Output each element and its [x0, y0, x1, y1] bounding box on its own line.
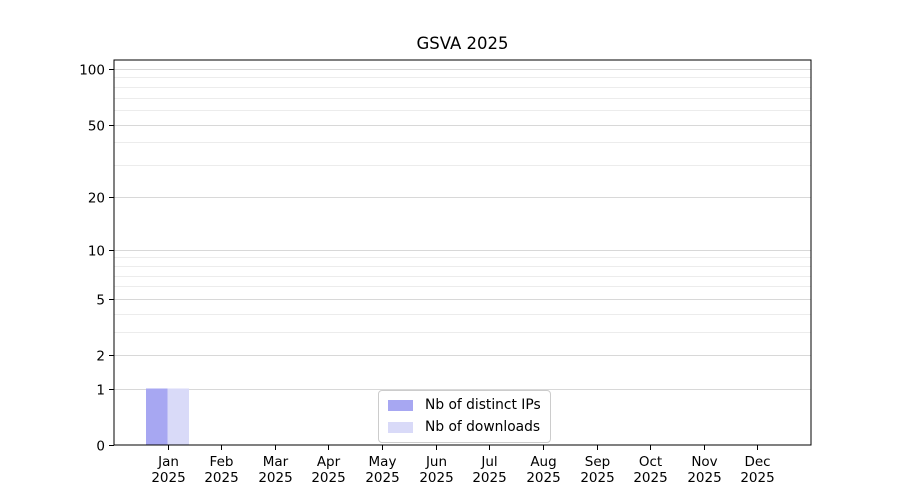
x-tick-label-year: 2025	[687, 470, 721, 486]
x-tick-label-month: Dec	[744, 454, 770, 470]
y-tick-label: 2	[96, 348, 105, 364]
y-tick-label: 20	[88, 190, 105, 206]
x-tick-label-year: 2025	[740, 470, 774, 486]
y-tick-label: 0	[96, 438, 105, 454]
x-tick-label-year: 2025	[365, 470, 399, 486]
x-tick-label-month: Aug	[530, 454, 556, 470]
x-tick-label-month: Nov	[691, 454, 717, 470]
legend-item-distinct-ips: Nb of distinct IPs	[388, 397, 541, 414]
x-tick-label-year: 2025	[580, 470, 614, 486]
x-tick-label-month: Apr	[317, 454, 341, 470]
x-tick-label-year: 2025	[311, 470, 345, 486]
bar-nb-of-distinct-ips	[146, 388, 168, 445]
y-tick-label: 50	[88, 118, 105, 134]
x-tick-label-year: 2025	[258, 470, 292, 486]
bar-nb-of-downloads	[167, 388, 190, 445]
legend-swatch-distinct-ips	[388, 400, 413, 411]
x-tick-label-month: May	[369, 454, 397, 470]
x-tick-label-month: Jan	[157, 454, 179, 470]
legend-label-downloads: Nb of downloads	[425, 419, 541, 435]
y-tick-label: 5	[96, 292, 105, 308]
x-tick-label-year: 2025	[633, 470, 667, 486]
x-tick-label-year: 2025	[204, 470, 238, 486]
x-tick-label-year: 2025	[526, 470, 560, 486]
legend-label-distinct-ips: Nb of distinct IPs	[425, 397, 541, 413]
legend-item-downloads: Nb of downloads	[388, 419, 541, 436]
x-tick-label-month: Feb	[210, 454, 234, 470]
legend: Nb of distinct IPs Nb of downloads	[378, 390, 551, 443]
x-tick-label-month: Sep	[585, 454, 610, 470]
y-tick-label: 1	[96, 382, 105, 398]
y-tick-label: 100	[79, 62, 105, 78]
x-tick-label-month: Jun	[425, 454, 447, 470]
x-tick-label-year: 2025	[419, 470, 453, 486]
y-tick-label: 10	[88, 243, 105, 259]
x-tick-label-year: 2025	[151, 470, 185, 486]
chart-title: GSVA 2025	[416, 34, 509, 53]
legend-swatch-downloads	[388, 422, 413, 433]
x-tick-label-month: Jul	[480, 454, 497, 470]
x-tick-label-year: 2025	[472, 470, 506, 486]
plot-border	[113, 59, 812, 446]
x-tick-label-month: Mar	[263, 454, 289, 470]
x-tick-label-month: Oct	[639, 454, 662, 470]
